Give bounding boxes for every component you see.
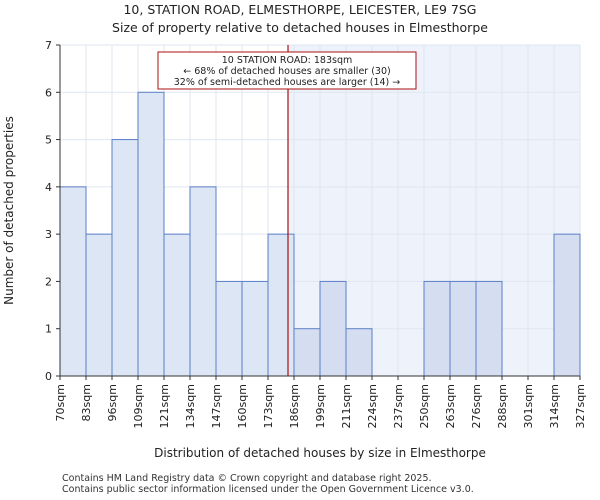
histogram-chart: 0 1 2 3 4 5 6 7 70sqm 83sqm 96sqm 109sqm 121sqm 134sq…	[2, 39, 587, 460]
x-tick-label: 121sqm	[158, 384, 171, 428]
histogram-bar	[267, 233, 295, 377]
histogram-bar	[111, 139, 139, 377]
y-axis-title: Number of detached properties	[2, 116, 16, 305]
y-tick-label: 2	[45, 275, 52, 288]
annotation-line-1: 10 STATION ROAD: 183sqm	[222, 55, 353, 66]
x-tick-label: 109sqm	[132, 384, 145, 428]
histogram-bar	[293, 328, 321, 377]
x-tick-label: 250sqm	[418, 384, 431, 428]
histogram-bar	[241, 280, 269, 377]
y-tick-label: 5	[45, 134, 52, 147]
annotation-line-3: 32% of semi-detached houses are larger (…	[174, 77, 401, 88]
histogram-bar	[423, 280, 451, 377]
x-axis-title: Distribution of detached houses by size …	[154, 446, 486, 460]
y-tick-label: 1	[45, 323, 52, 336]
histogram-bar	[189, 186, 217, 377]
x-tick-label: 314sqm	[548, 384, 561, 428]
x-tick-label: 147sqm	[210, 384, 223, 428]
x-tick-label: 301sqm	[522, 384, 535, 428]
annotation-line-2: ← 68% of detached houses are smaller (30…	[183, 66, 390, 77]
x-tick-label: 327sqm	[574, 384, 587, 428]
chart-subtitle: Size of property relative to detached ho…	[112, 20, 488, 35]
histogram-bar	[553, 233, 581, 377]
x-tick-label: 70sqm	[54, 384, 67, 421]
annotation-box	[157, 51, 417, 90]
chart-title: 10, STATION ROAD, ELMESTHORPE, LEICESTER…	[123, 2, 477, 17]
x-tick-label: 237sqm	[392, 384, 405, 428]
x-tick-label: 263sqm	[444, 384, 457, 428]
footer-line-1: Contains HM Land Registry data © Crown c…	[62, 473, 432, 484]
histogram-bar	[85, 233, 113, 377]
x-tick-label: 96sqm	[106, 384, 119, 421]
y-tick-label: 4	[45, 181, 52, 194]
histogram-bar	[475, 280, 503, 377]
histogram-bar	[319, 280, 347, 377]
y-tick-label: 7	[45, 39, 52, 52]
footer-line-2: Contains public sector information licen…	[62, 484, 474, 495]
histogram-bar	[345, 328, 373, 377]
x-tick-label: 288sqm	[496, 384, 509, 428]
histogram-bar	[59, 186, 87, 377]
y-tick-label: 3	[45, 228, 52, 241]
x-tick-label: 83sqm	[80, 384, 93, 421]
histogram-bar	[449, 280, 477, 377]
y-tick-label: 6	[45, 86, 52, 99]
y-tick-label: 0	[45, 370, 52, 383]
x-tick-label: 173sqm	[262, 384, 275, 428]
x-tick-label: 276sqm	[470, 384, 483, 428]
x-tick-label: 186sqm	[288, 384, 301, 428]
x-tick-label: 224sqm	[366, 384, 379, 428]
x-tick-label: 199sqm	[314, 384, 327, 428]
histogram-bar	[137, 91, 165, 377]
x-tick-label: 134sqm	[184, 384, 197, 428]
histogram-bar	[163, 233, 191, 377]
x-tick-label: 211sqm	[340, 384, 353, 428]
histogram-bar	[215, 280, 243, 377]
x-tick-label: 160sqm	[236, 384, 249, 428]
